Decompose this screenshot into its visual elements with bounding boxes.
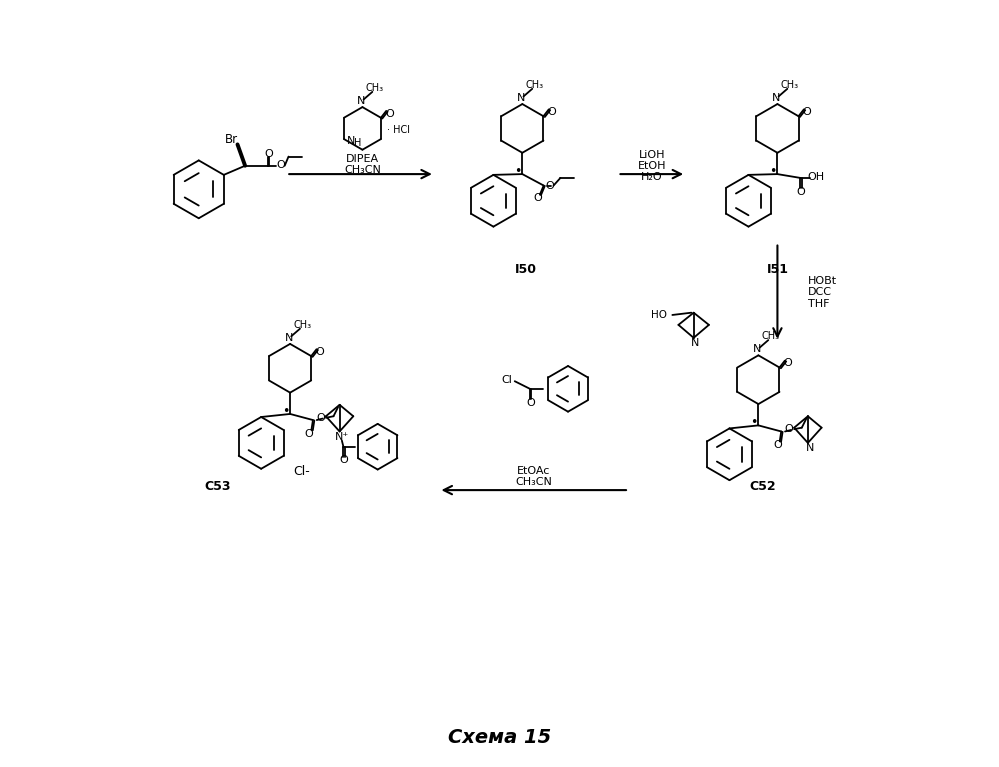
Text: O: O xyxy=(783,358,792,368)
Text: CH₃: CH₃ xyxy=(780,80,798,90)
Text: DCC: DCC xyxy=(808,287,832,297)
Text: THF: THF xyxy=(808,298,829,308)
Text: CH₃CN: CH₃CN xyxy=(515,478,552,488)
Text: CH₃: CH₃ xyxy=(366,83,384,93)
Text: I51: I51 xyxy=(766,263,788,276)
Text: HO: HO xyxy=(651,310,667,320)
Text: Cl-: Cl- xyxy=(293,465,310,478)
Text: C53: C53 xyxy=(205,480,231,492)
Text: CH₃: CH₃ xyxy=(294,320,312,330)
Text: O: O xyxy=(265,149,273,159)
Text: H₂O: H₂O xyxy=(641,172,662,182)
Text: O: O xyxy=(340,456,349,466)
Text: OH: OH xyxy=(807,172,824,182)
Text: Cl: Cl xyxy=(501,375,512,385)
Text: H: H xyxy=(354,138,362,148)
Text: I50: I50 xyxy=(515,263,537,276)
Text: O: O xyxy=(784,424,793,434)
Text: C52: C52 xyxy=(749,480,775,492)
Text: Схема 15: Схема 15 xyxy=(448,728,551,747)
Text: N: N xyxy=(772,93,780,103)
Text: · HCl: · HCl xyxy=(387,125,410,135)
Text: N: N xyxy=(285,333,293,343)
Text: O: O xyxy=(526,398,535,408)
Text: N: N xyxy=(347,137,355,146)
Text: •: • xyxy=(750,416,757,430)
Text: •: • xyxy=(282,405,290,418)
Text: O: O xyxy=(533,193,542,202)
Text: EtOAc: EtOAc xyxy=(517,466,550,476)
Text: DIPEA: DIPEA xyxy=(346,154,379,164)
Text: N⁺: N⁺ xyxy=(335,432,349,442)
Text: N: N xyxy=(806,443,814,453)
Text: N: N xyxy=(357,96,366,106)
Text: •: • xyxy=(514,165,521,178)
Text: O: O xyxy=(305,429,314,439)
Text: O: O xyxy=(545,180,554,190)
Text: O: O xyxy=(385,109,394,119)
Text: Br: Br xyxy=(225,133,238,146)
Text: O: O xyxy=(796,186,805,196)
Text: O: O xyxy=(317,413,325,423)
Text: •: • xyxy=(769,165,776,178)
Text: EtOH: EtOH xyxy=(637,162,666,172)
Text: N: N xyxy=(691,338,699,348)
Text: LiOH: LiOH xyxy=(638,150,665,160)
Text: O: O xyxy=(276,160,285,170)
Text: O: O xyxy=(547,107,556,117)
Text: CH₃: CH₃ xyxy=(761,331,779,341)
Text: N: N xyxy=(517,93,525,103)
Text: HOBt: HOBt xyxy=(808,275,837,285)
Text: N: N xyxy=(753,344,761,354)
Text: CH₃CN: CH₃CN xyxy=(344,166,381,176)
Text: O: O xyxy=(316,347,324,357)
Text: O: O xyxy=(773,440,782,450)
Text: O: O xyxy=(802,107,811,117)
Text: CH₃: CH₃ xyxy=(525,80,543,90)
